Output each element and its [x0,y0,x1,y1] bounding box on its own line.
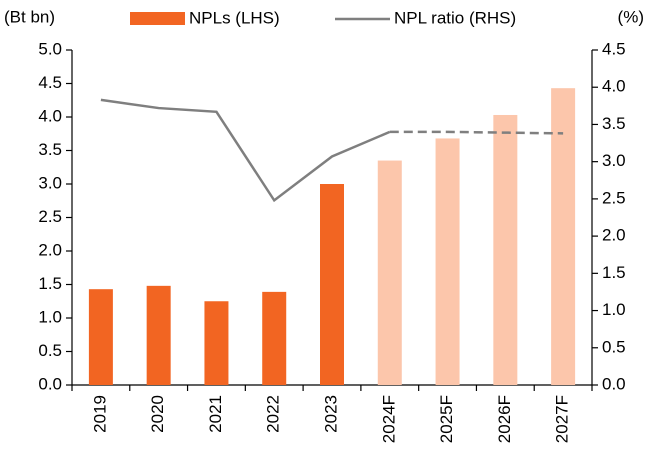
y2-tick-label: 1.5 [602,263,626,282]
y-tick-label: 2.5 [38,207,62,226]
x-tick-label: 2027F [553,395,572,443]
y2-tick-label: 2.0 [602,226,626,245]
x-tick-label: 2024F [379,395,398,443]
bar [204,301,229,385]
legend-label: NPLs (LHS) [189,8,280,27]
y-tick-label: 0.0 [38,374,62,393]
y2-tick-label: 1.0 [602,300,626,319]
y-tick-label: 3.5 [38,140,62,159]
y2-tick-label: 3.0 [602,151,626,170]
bar [88,289,113,385]
y-axis-label: (Bt bn) [4,7,55,26]
x-tick-label: 2022 [264,395,283,433]
legend-label: NPL ratio (RHS) [394,8,516,27]
bar [320,184,344,385]
legend-swatch [130,12,185,25]
bar [551,88,576,385]
y2-tick-label: 3.5 [602,114,626,133]
x-tick-label: 2025F [437,395,456,443]
line-forecast [389,130,564,135]
y-tick-label: 1.0 [38,307,62,326]
y-tick-label: 4.0 [38,106,62,125]
y2-tick-label: 0.0 [602,374,626,393]
x-tick-label: 2023 [321,395,340,433]
x-tick-label: 2026F [495,395,514,443]
y2-tick-label: 4.5 [602,39,626,58]
x-tick-label: 2021 [206,395,225,433]
x-tick-label: 2019 [90,395,109,433]
y-tick-label: 0.5 [38,341,62,360]
y2-tick-label: 0.5 [602,337,626,356]
y-tick-label: 1.5 [38,274,62,293]
y-tick-label: 5.0 [38,39,62,58]
y2-tick-label: 2.5 [602,188,626,207]
line [100,98,391,203]
bar [377,160,402,385]
x-tick-label: 2020 [148,395,167,433]
y-tick-label: 2.0 [38,240,62,259]
y2-axis-label: (%) [618,7,644,26]
y-tick-label: 3.0 [38,173,62,192]
bar [493,114,518,386]
y2-tick-label: 4.0 [602,77,626,96]
y-tick-label: 4.5 [38,73,62,92]
bar [146,285,171,385]
bar [262,291,287,385]
bar [435,138,460,385]
